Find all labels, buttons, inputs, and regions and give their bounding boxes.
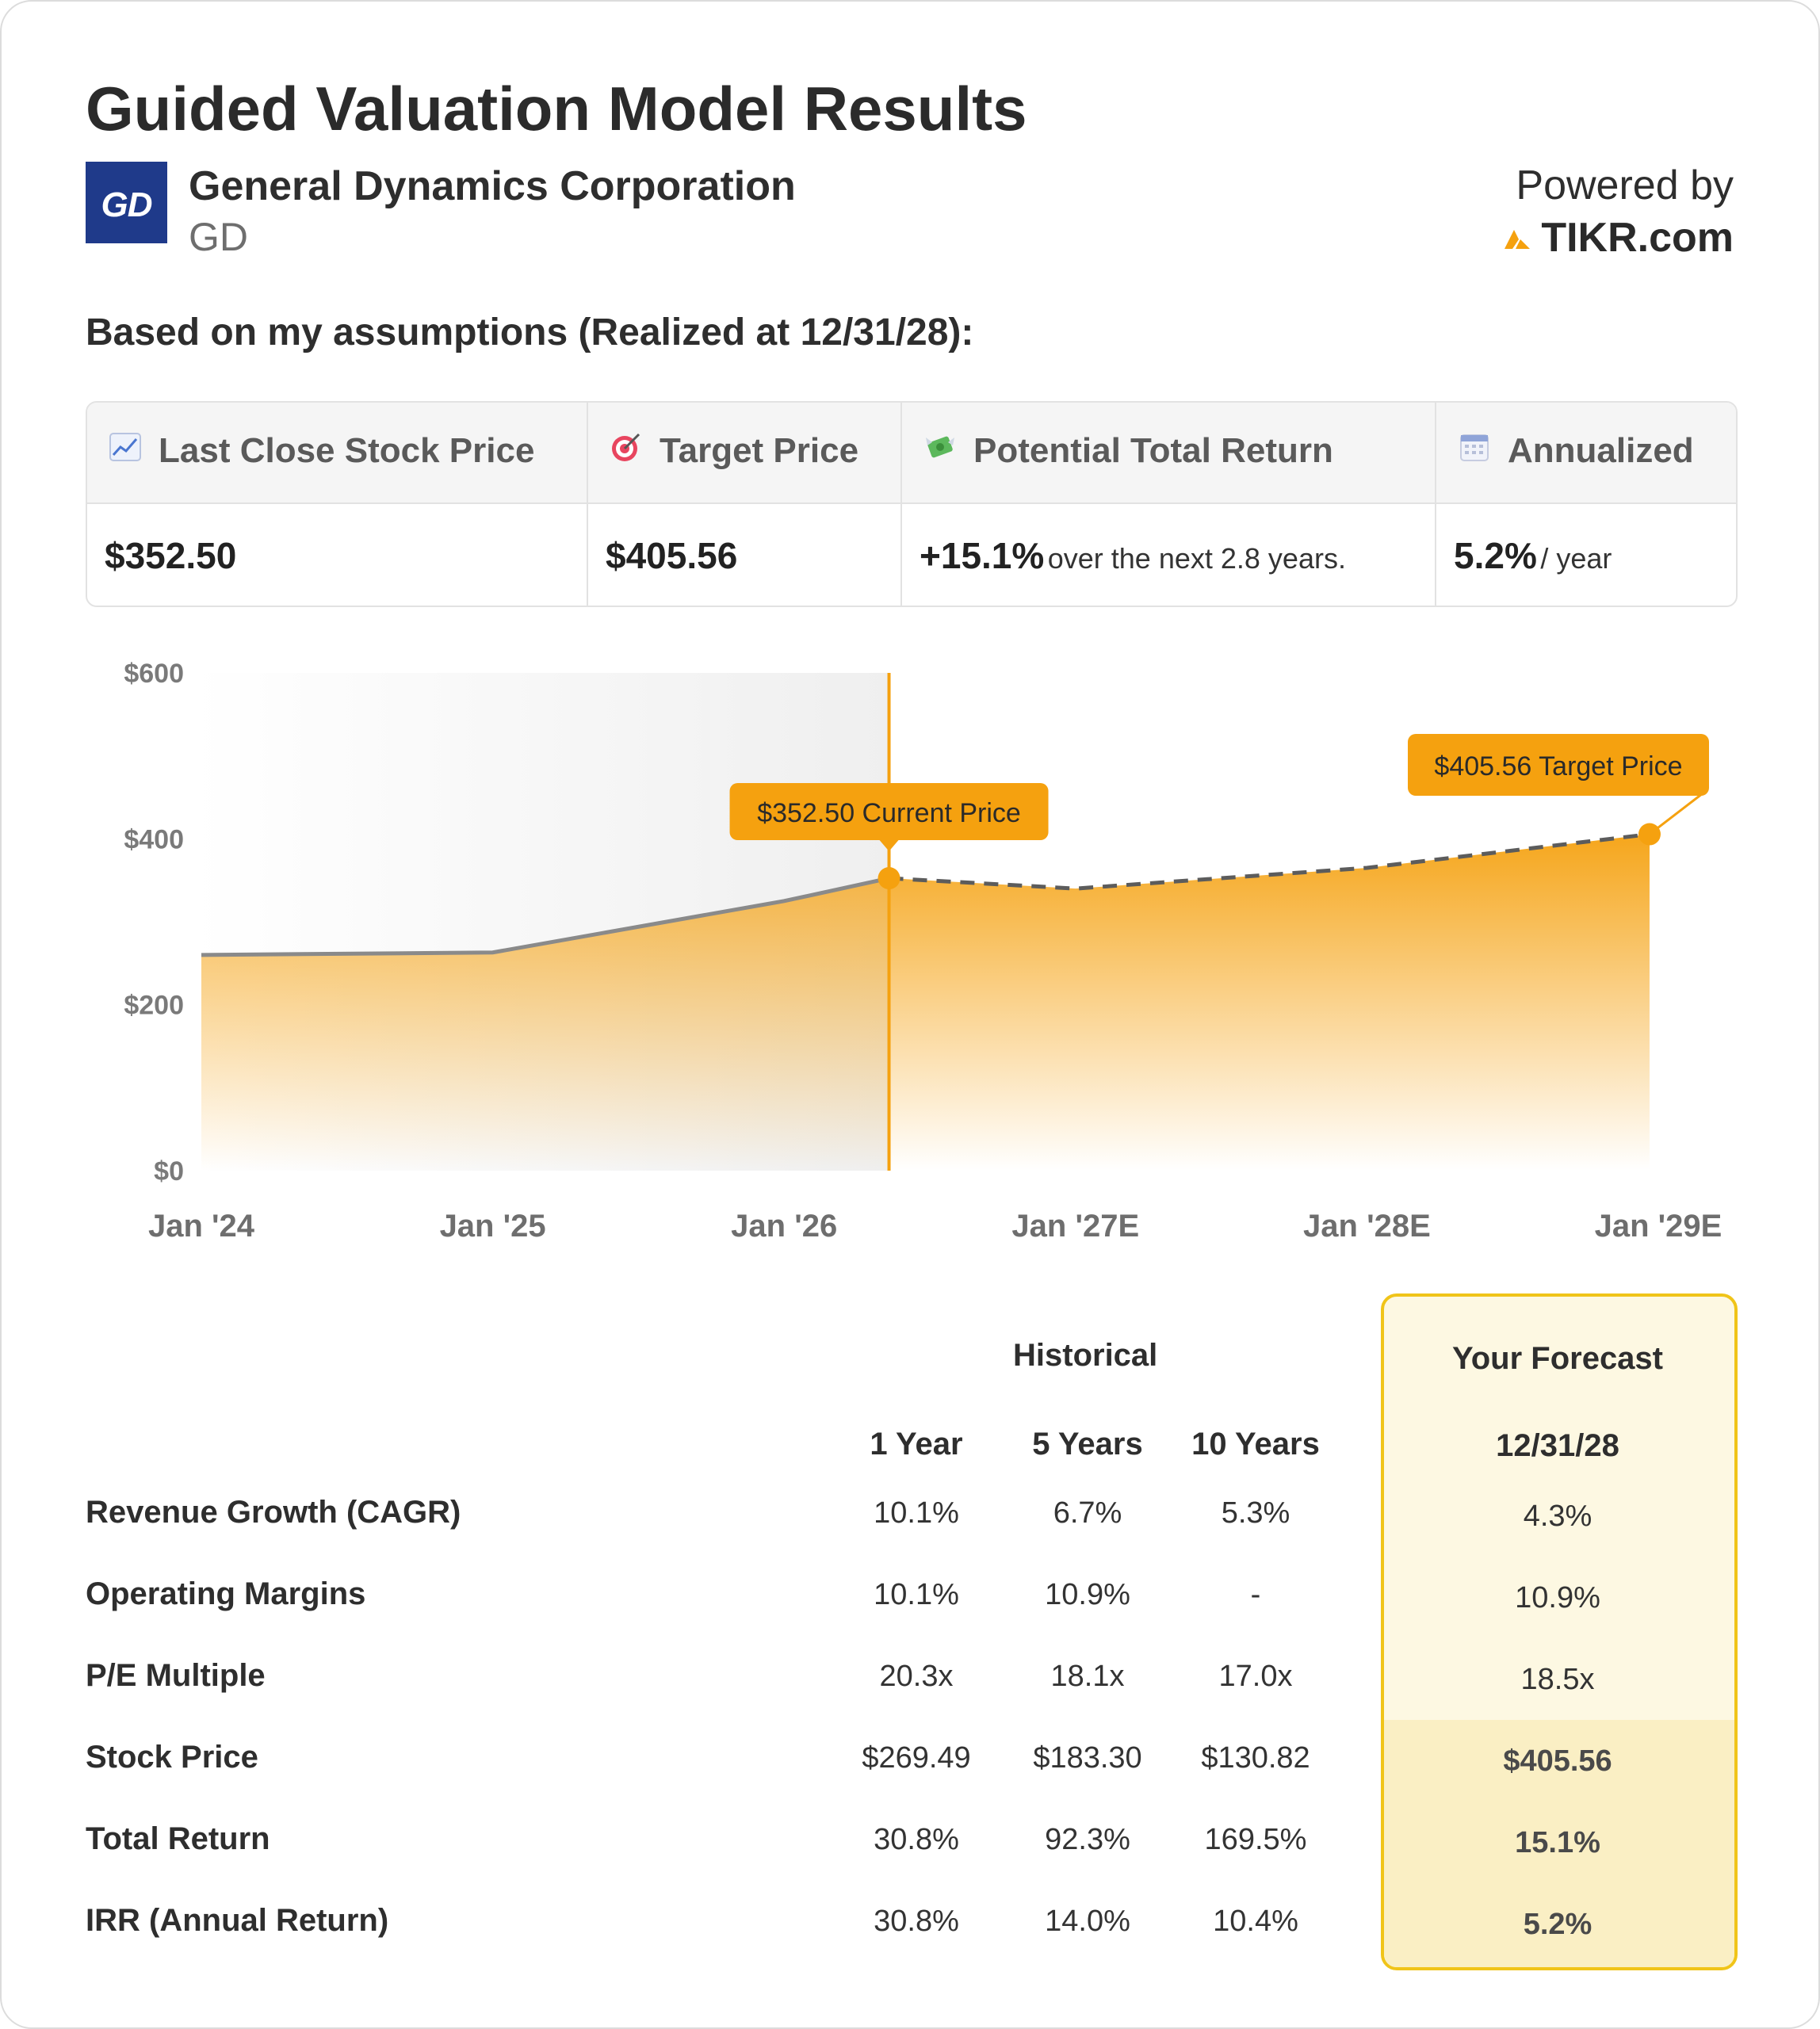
x-tick-label: Jan '24 bbox=[148, 1209, 255, 1244]
summary-col-target: Target Price $405.56 bbox=[588, 403, 902, 606]
historical-header: Historical bbox=[1013, 1338, 1158, 1373]
forecast-date-header: 12/31/28 bbox=[1496, 1428, 1619, 1463]
money-with-wings-icon bbox=[923, 431, 958, 471]
forecast-cell: 18.5x bbox=[1520, 1663, 1595, 1696]
table-cell: 20.3x bbox=[879, 1660, 954, 1693]
current-price-point bbox=[878, 867, 900, 890]
forecast-column-box bbox=[1381, 1293, 1738, 1970]
current-price-callout-box bbox=[729, 783, 1049, 840]
annualized-suffix: / year bbox=[1540, 542, 1612, 575]
summary-header-annualized: Annualized bbox=[1457, 431, 1694, 471]
forecast-highlight-lower bbox=[1384, 1720, 1734, 1967]
brand-name: TIKR.com bbox=[1541, 215, 1734, 261]
summary-label: Annualized bbox=[1508, 431, 1694, 470]
forecast-cell: $405.56 bbox=[1503, 1744, 1612, 1778]
total-return-value: +15.1% bbox=[920, 535, 1045, 576]
summary-label: Target Price bbox=[660, 431, 859, 470]
x-tick-label: Jan '26 bbox=[731, 1209, 837, 1244]
summary-col-last-close: Last Close Stock Price $352.50 bbox=[87, 403, 588, 606]
summary-header-last-close: Last Close Stock Price bbox=[108, 431, 534, 471]
target-price-point bbox=[1638, 823, 1661, 846]
summary-value-annualized: 5.2% / year bbox=[1454, 534, 1612, 577]
table-cell: 92.3% bbox=[1045, 1823, 1130, 1856]
table-cell: - bbox=[1250, 1578, 1261, 1611]
table-cell: $183.30 bbox=[1033, 1741, 1142, 1775]
target-price-callout-box bbox=[1408, 734, 1709, 796]
row-label: IRR (Annual Return) bbox=[86, 1903, 389, 1938]
y-tick-label: $600 bbox=[124, 659, 184, 689]
summary-col-annualized: Annualized 5.2% / year bbox=[1436, 403, 1736, 606]
brand-link[interactable]: TIKR.com bbox=[1505, 214, 1734, 262]
annualized-value: 5.2% bbox=[1454, 535, 1537, 576]
logo-text: GD bbox=[101, 185, 153, 224]
last-close-value: $352.50 bbox=[105, 535, 237, 576]
summary-value-total-return: +15.1% over the next 2.8 years. bbox=[920, 534, 1346, 577]
x-tick-label: Jan '25 bbox=[440, 1209, 546, 1244]
forecast-header: Your Forecast bbox=[1452, 1341, 1663, 1376]
powered-by-label: Powered by bbox=[1516, 162, 1734, 208]
target-icon bbox=[609, 431, 644, 471]
summary-col-total-return: Potential Total Return +15.1% over the n… bbox=[902, 403, 1436, 606]
table-cell: 6.7% bbox=[1053, 1496, 1122, 1530]
total-return-suffix: over the next 2.8 years. bbox=[1047, 542, 1346, 575]
table-cell: 14.0% bbox=[1045, 1905, 1130, 1938]
chart-increasing-icon bbox=[108, 433, 143, 469]
x-tick-label: Jan '29E bbox=[1595, 1209, 1722, 1244]
forecast-cell: 4.3% bbox=[1523, 1500, 1592, 1533]
summary-label: Potential Total Return bbox=[973, 431, 1333, 470]
table-cell: 18.1x bbox=[1050, 1660, 1125, 1693]
table-cell: 10.1% bbox=[874, 1578, 959, 1611]
current-price-callout-pointer bbox=[879, 840, 899, 851]
summary-header-target: Target Price bbox=[609, 431, 858, 471]
row-label: Revenue Growth (CAGR) bbox=[86, 1495, 461, 1530]
col-header-5-years: 5 Years bbox=[1032, 1427, 1143, 1462]
page-title: Guided Valuation Model Results bbox=[86, 74, 1027, 143]
x-tick-label: Jan '27E bbox=[1011, 1209, 1139, 1244]
col-header-1-year: 1 Year bbox=[870, 1427, 963, 1462]
table-cell: 30.8% bbox=[874, 1823, 959, 1856]
table-cell: 10.9% bbox=[1045, 1578, 1130, 1611]
historical-area bbox=[201, 878, 889, 1171]
calendar-icon bbox=[1457, 431, 1492, 471]
table-cell: $130.82 bbox=[1201, 1741, 1310, 1775]
row-label: Operating Margins bbox=[86, 1576, 366, 1611]
table-cell: 5.3% bbox=[1221, 1496, 1290, 1530]
forecast-cell: 15.1% bbox=[1515, 1826, 1600, 1859]
y-tick-label: $0 bbox=[154, 1156, 184, 1186]
row-label: P/E Multiple bbox=[86, 1658, 266, 1693]
col-header-10-years: 10 Years bbox=[1191, 1427, 1320, 1462]
historical-price-line bbox=[201, 876, 890, 957]
company-logo: GD bbox=[86, 162, 167, 243]
summary-label: Last Close Stock Price bbox=[159, 431, 535, 470]
y-tick-label: $200 bbox=[124, 991, 184, 1021]
tikr-logo-icon bbox=[1505, 230, 1531, 249]
table-cell: $269.49 bbox=[862, 1741, 971, 1775]
summary-value-last-close: $352.50 bbox=[105, 534, 236, 577]
table-cell: 10.1% bbox=[874, 1496, 959, 1530]
table-cell: 17.0x bbox=[1218, 1660, 1293, 1693]
assumptions-heading: Based on my assumptions (Realized at 12/… bbox=[86, 311, 974, 353]
summary-value-target: $405.56 bbox=[606, 534, 737, 577]
table-cell: 30.8% bbox=[874, 1905, 959, 1938]
target-price-callout-leader bbox=[1649, 789, 1707, 835]
target-value: $405.56 bbox=[606, 535, 738, 576]
current-price-callout-label: $352.50 Current Price bbox=[757, 798, 1021, 828]
row-label: Stock Price bbox=[86, 1740, 258, 1775]
price-chart: $0 $200 $400 $600 Jan '24 Jan '25 Jan '26 Jan '… bbox=[124, 659, 1722, 1244]
table-cell: 169.5% bbox=[1204, 1823, 1307, 1856]
y-tick-label: $400 bbox=[124, 824, 184, 854]
forecast-cell: 5.2% bbox=[1523, 1908, 1592, 1941]
ticker-symbol: GD bbox=[189, 215, 248, 259]
forecast-price-line bbox=[889, 832, 1650, 891]
summary-header-total-return: Potential Total Return bbox=[923, 431, 1333, 471]
company-name: General Dynamics Corporation bbox=[189, 163, 796, 209]
forecast-cell: 10.9% bbox=[1515, 1581, 1600, 1614]
target-price-callout-label: $405.56 Target Price bbox=[1434, 751, 1682, 781]
row-label: Total Return bbox=[86, 1821, 270, 1856]
x-tick-label: Jan '28E bbox=[1303, 1209, 1431, 1244]
summary-table: Last Close Stock Price $352.50 Target Pr… bbox=[86, 401, 1738, 607]
table-cell: 10.4% bbox=[1213, 1905, 1298, 1938]
forecast-area bbox=[889, 834, 1650, 1171]
